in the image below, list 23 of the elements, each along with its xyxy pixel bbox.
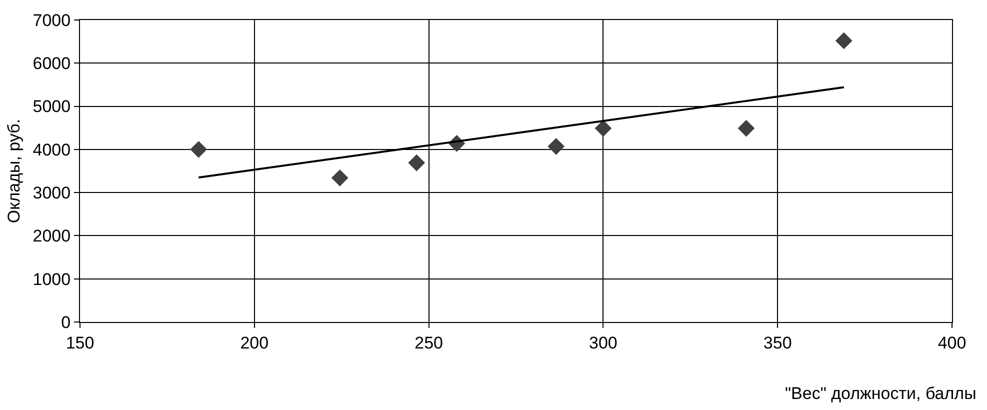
point bbox=[331, 169, 348, 186]
y-tick-label: 2000 bbox=[32, 226, 71, 246]
point bbox=[408, 154, 426, 172]
point bbox=[738, 120, 755, 137]
y-tick-label: 1000 bbox=[32, 270, 71, 289]
x-tick-label: 350 bbox=[763, 333, 792, 352]
point bbox=[594, 120, 612, 137]
y-tick-label: 5000 bbox=[32, 97, 71, 116]
y-tick-label: 3000 bbox=[32, 184, 71, 203]
x-tick-label: 200 bbox=[240, 333, 269, 352]
y-tick-label: 4000 bbox=[32, 140, 71, 160]
point bbox=[548, 138, 565, 155]
point bbox=[190, 140, 208, 158]
x-axis-title: "Вес" должности, баллы bbox=[785, 384, 976, 403]
x-tick-label: 250 bbox=[414, 333, 443, 352]
point bbox=[835, 32, 852, 50]
y-tick-label: 7000 bbox=[32, 10, 71, 30]
x-tick-label: 400 bbox=[938, 333, 966, 352]
y-tick-label: 6000 bbox=[32, 54, 71, 74]
y-axis-title: Оклады, руб. bbox=[4, 118, 24, 224]
y-tick-label: 0 bbox=[61, 312, 71, 332]
x-tick-label: 150 bbox=[66, 333, 94, 352]
x-tick-label: 300 bbox=[589, 333, 618, 352]
